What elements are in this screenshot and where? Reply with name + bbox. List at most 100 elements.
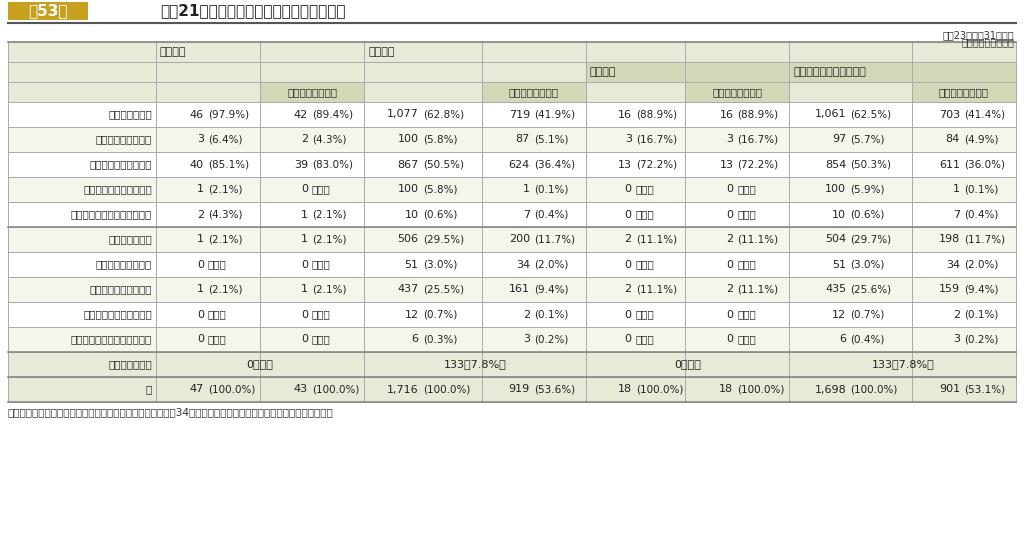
Text: (0.6%): (0.6%) <box>850 209 885 220</box>
Text: (4.3%): (4.3%) <box>312 134 346 145</box>
Text: (0.6%): (0.6%) <box>423 209 457 220</box>
Text: 97: 97 <box>831 134 846 145</box>
Text: (0.1%): (0.1%) <box>534 185 568 195</box>
Text: 1: 1 <box>301 285 308 294</box>
Text: (0.1%): (0.1%) <box>964 309 998 320</box>
Text: 12: 12 <box>404 309 419 320</box>
Text: (2.1%): (2.1%) <box>312 235 346 244</box>
Bar <box>8 2 88 20</box>
Text: 10: 10 <box>404 209 419 220</box>
Text: （－）: （－） <box>312 309 331 320</box>
Text: 159: 159 <box>939 285 959 294</box>
Text: (0.1%): (0.1%) <box>964 185 998 195</box>
Text: （注）本表作成時点においては、東日本大震災の影響により34市町村が未回答であり、集計の対象外としている。: （注）本表作成時点においては、東日本大震災の影響により34市町村が未回答であり、… <box>8 407 334 417</box>
Text: 12: 12 <box>833 309 846 320</box>
Text: 総　務　省　モ　デ　ル: 総 務 省 モ デ ル <box>83 309 152 320</box>
Text: 161: 161 <box>509 285 529 294</box>
Text: そ　の　他　の　モ　デ　ル: そ の 他 の モ デ ル <box>71 335 152 344</box>
Text: 0: 0 <box>726 209 733 220</box>
Text: （－）: （－） <box>636 185 654 195</box>
Text: （－）: （－） <box>737 259 756 270</box>
Bar <box>912 62 1016 82</box>
Text: (29.7%): (29.7%) <box>850 235 891 244</box>
Text: 指定都市: 指定都市 <box>590 67 616 77</box>
Text: 2: 2 <box>726 285 733 294</box>
Text: (0.3%): (0.3%) <box>423 335 457 344</box>
Text: (2.0%): (2.0%) <box>534 259 568 270</box>
Text: 都道府県: 都道府県 <box>160 47 186 57</box>
Text: 0: 0 <box>197 259 204 270</box>
Text: 854: 854 <box>825 159 846 169</box>
Text: (16.7%): (16.7%) <box>737 134 778 145</box>
Text: 39: 39 <box>294 159 308 169</box>
Text: (100.0%): (100.0%) <box>208 385 255 394</box>
Text: 連結財務４表まで: 連結財務４表まで <box>287 87 337 97</box>
Bar <box>685 82 790 102</box>
Text: 18: 18 <box>617 385 632 394</box>
Text: (2.1%): (2.1%) <box>208 285 243 294</box>
Bar <box>8 42 1016 102</box>
Text: （－）: （－） <box>208 259 226 270</box>
Text: 連結財務４表まで: 連結財務４表まで <box>939 87 989 97</box>
Text: (11.7%): (11.7%) <box>964 235 1005 244</box>
Text: 総　務　省　モ　デ　ル: 総 務 省 モ デ ル <box>83 185 152 195</box>
Text: 1,077: 1,077 <box>387 110 419 119</box>
Text: (0.4%): (0.4%) <box>850 335 885 344</box>
Text: 506: 506 <box>397 235 419 244</box>
Text: 0: 0 <box>301 259 308 270</box>
Text: (25.6%): (25.6%) <box>850 285 891 294</box>
Text: 46: 46 <box>189 110 204 119</box>
Text: (0.1%): (0.1%) <box>534 309 568 320</box>
Text: (41.4%): (41.4%) <box>964 110 1005 119</box>
Text: (11.1%): (11.1%) <box>737 285 778 294</box>
Text: (9.4%): (9.4%) <box>534 285 568 294</box>
Text: 3: 3 <box>726 134 733 145</box>
Text: （－）: （－） <box>737 209 756 220</box>
Text: (3.0%): (3.0%) <box>850 259 885 270</box>
Text: (25.5%): (25.5%) <box>423 285 464 294</box>
Bar <box>685 62 790 82</box>
Text: 指定都市を除く市区町村: 指定都市を除く市区町村 <box>794 67 866 77</box>
Text: 100: 100 <box>397 134 419 145</box>
Bar <box>8 102 1016 127</box>
Text: 総務省方式改訂モデル: 総務省方式改訂モデル <box>89 159 152 169</box>
Text: 1: 1 <box>523 185 529 195</box>
Bar <box>8 152 1016 177</box>
Text: (53.6%): (53.6%) <box>534 385 575 394</box>
Text: 2: 2 <box>301 134 308 145</box>
Text: (88.9%): (88.9%) <box>737 110 778 119</box>
Text: (100.0%): (100.0%) <box>423 385 470 394</box>
Text: 18: 18 <box>719 385 733 394</box>
Text: 0: 0 <box>726 309 733 320</box>
Bar <box>8 202 1016 227</box>
Text: (89.4%): (89.4%) <box>312 110 353 119</box>
Text: 6: 6 <box>412 335 419 344</box>
Text: (88.9%): (88.9%) <box>636 110 677 119</box>
Text: 100: 100 <box>397 185 419 195</box>
Text: (5.8%): (5.8%) <box>423 134 457 145</box>
Text: (2.1%): (2.1%) <box>208 235 243 244</box>
Text: 624: 624 <box>509 159 529 169</box>
Text: (5.8%): (5.8%) <box>423 185 457 195</box>
Text: （－）: （－） <box>636 309 654 320</box>
Text: (0.2%): (0.2%) <box>534 335 568 344</box>
Text: 7: 7 <box>952 209 959 220</box>
Text: 連結財務４表まで: 連結財務４表まで <box>713 87 763 97</box>
Text: （単位：団体、％）: （単位：団体、％） <box>962 37 1014 47</box>
Text: 47: 47 <box>189 385 204 394</box>
Text: 基　準　モ　デ　ル: 基 準 モ デ ル <box>95 134 152 145</box>
Text: （－）: （－） <box>208 309 226 320</box>
Text: (50.3%): (50.3%) <box>850 159 891 169</box>
Text: (0.7%): (0.7%) <box>423 309 457 320</box>
Text: 0: 0 <box>726 335 733 344</box>
Text: 3: 3 <box>197 134 204 145</box>
Text: 43: 43 <box>294 385 308 394</box>
Text: （－）: （－） <box>312 259 331 270</box>
Text: 100: 100 <box>825 185 846 195</box>
Text: 0: 0 <box>197 335 204 344</box>
Text: (9.4%): (9.4%) <box>964 285 998 294</box>
Text: 0: 0 <box>726 259 733 270</box>
Text: (36.0%): (36.0%) <box>964 159 1005 169</box>
Text: 0: 0 <box>197 309 204 320</box>
Text: 1,698: 1,698 <box>814 385 846 394</box>
